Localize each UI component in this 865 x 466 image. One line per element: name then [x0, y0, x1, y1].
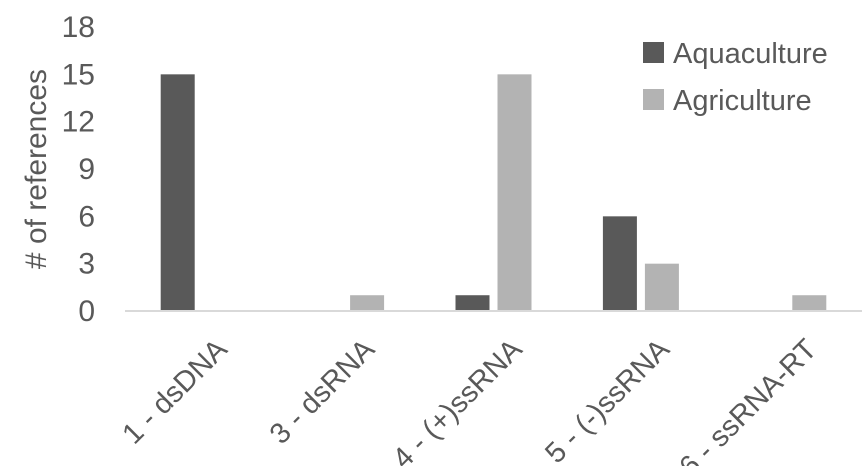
bar-agriculture	[497, 74, 532, 311]
bar-agriculture	[792, 295, 827, 311]
x-category-label: 5 - (-)ssRNA	[539, 333, 676, 466]
x-category-label: 1 - dsDNA	[116, 333, 234, 451]
legend: Aquaculture Agriculture	[643, 38, 828, 117]
x-category-label: 3 - dsRNA	[264, 333, 382, 451]
bar-aquaculture	[602, 216, 637, 311]
bars	[160, 74, 827, 311]
bar-agriculture	[350, 295, 385, 311]
x-axis-category-labels: 1 - dsDNA 3 - dsRNA 4 - (+)ssRNA 5 - (-)ssR…	[116, 333, 823, 466]
y-tick-label: 6	[78, 200, 95, 233]
legend-label: Aquaculture	[673, 38, 828, 70]
y-axis-label: # of references	[20, 69, 53, 269]
legend-swatch	[643, 42, 664, 63]
y-tick-label: 9	[78, 153, 95, 186]
y-tick-label: 12	[62, 106, 95, 139]
bar-agriculture	[644, 263, 679, 311]
y-tick-label: 3	[78, 248, 95, 281]
legend-label: Agriculture	[673, 85, 812, 117]
x-category-label: 4 - (+)ssRNA	[387, 333, 529, 466]
bar-aquaculture	[160, 74, 195, 311]
y-tick-label: 0	[78, 295, 95, 328]
y-tick-label: 18	[62, 11, 95, 44]
x-category-label: 6 - ssRNA-RT	[673, 333, 823, 466]
y-axis-ticks: 0 3 6 9 12 15 18	[62, 11, 95, 328]
y-tick-label: 15	[62, 58, 95, 91]
legend-swatch	[643, 89, 664, 110]
bar-aquaculture	[455, 295, 490, 311]
